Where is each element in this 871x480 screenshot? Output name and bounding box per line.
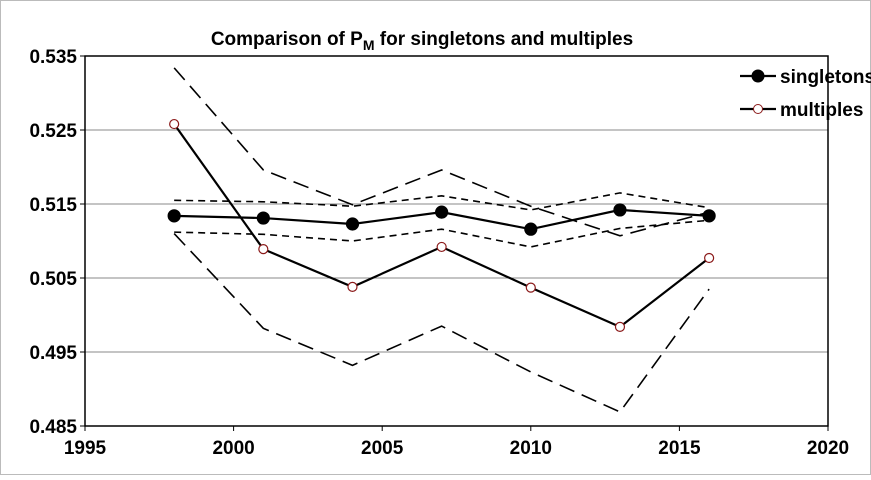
- data-point: [169, 118, 180, 130]
- data-point: [436, 241, 447, 253]
- x-tick-label: 2000: [212, 438, 254, 459]
- data-point: [613, 203, 627, 217]
- x-tick-label: 2015: [658, 438, 701, 459]
- chart-title: Comparison of PM for singletons and mult…: [211, 29, 633, 53]
- data-point: [167, 209, 181, 223]
- plot-frame: [84, 55, 829, 427]
- data-point: [256, 211, 270, 225]
- data-point: [524, 222, 538, 236]
- y-tick-label: 0.525: [29, 121, 77, 142]
- legend-marker: [751, 69, 765, 83]
- data-point: [435, 205, 449, 219]
- title-subscript: M: [363, 37, 375, 53]
- x-tick-label: 2005: [361, 438, 404, 459]
- y-tick-label: 0.535: [29, 47, 77, 68]
- series-line: [173, 233, 710, 413]
- x-tick-label: 1995: [64, 438, 107, 459]
- x-tick-label: 2020: [807, 438, 849, 459]
- series-line: [174, 219, 710, 248]
- legend-label: multiples: [780, 100, 863, 121]
- data-point: [525, 282, 536, 293]
- title-part: for singletons and multiples: [375, 29, 634, 50]
- series-line: [174, 192, 710, 211]
- x-tick-label: 2010: [510, 438, 552, 459]
- series-line: [173, 67, 710, 237]
- data-point: [704, 252, 715, 264]
- data-point: [702, 209, 716, 223]
- y-tick-label: 0.485: [29, 417, 77, 438]
- y-tick-label: 0.505: [29, 269, 77, 290]
- y-tick-label: 0.515: [29, 195, 77, 216]
- data-point: [345, 217, 360, 231]
- title-part: Comparison of P: [211, 29, 363, 50]
- data-point: [614, 321, 626, 332]
- y-tick-label: 0.495: [29, 343, 77, 364]
- data-point: [258, 244, 269, 255]
- data-point: [347, 281, 358, 292]
- legend-marker: [753, 104, 763, 114]
- legend-label: singletons: [780, 67, 871, 88]
